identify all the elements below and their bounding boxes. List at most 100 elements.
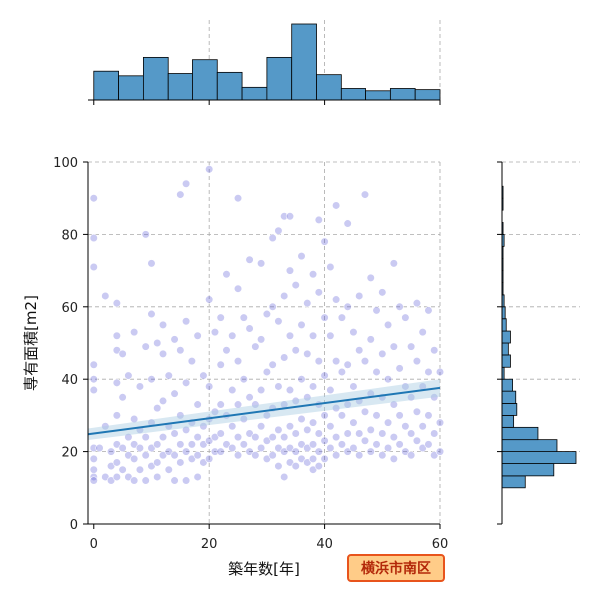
scatter-point — [89, 262, 98, 272]
y-tick-label: 100 — [53, 156, 78, 171]
scatter-point — [233, 400, 243, 409]
scatter-point — [205, 165, 214, 174]
scatter-point — [372, 367, 381, 377]
scatter-point — [251, 342, 260, 351]
scatter-point — [245, 324, 254, 333]
scatter-point — [153, 440, 162, 449]
scatter-point — [147, 443, 156, 453]
x-hist-bar — [167, 73, 193, 101]
y-hist-bar — [501, 439, 558, 452]
scatter-point — [303, 299, 312, 308]
scatter-point — [158, 320, 168, 330]
scatter-point — [320, 436, 329, 445]
scatter-point — [187, 440, 196, 449]
scatter-point — [257, 335, 266, 344]
scatter-point — [124, 433, 133, 442]
scatter-point — [251, 400, 260, 409]
scatter-point — [401, 313, 410, 322]
scatter-point — [424, 411, 433, 420]
scatter-point — [245, 429, 254, 438]
scatter-point — [268, 433, 277, 442]
scatter-point — [326, 422, 335, 431]
scatter-point — [257, 259, 266, 268]
scatter-point — [164, 465, 173, 474]
scatter-point — [176, 411, 185, 420]
y-hist-bar — [501, 403, 518, 416]
scatter-point — [130, 476, 139, 485]
scatter-point — [430, 346, 439, 355]
x-hist-bar — [93, 70, 119, 101]
scatter-point — [112, 411, 121, 420]
scatter-point — [349, 418, 358, 427]
scatter-point — [308, 418, 318, 427]
scatter-point — [372, 411, 381, 420]
scatter-point — [124, 371, 133, 380]
scatter-point — [349, 382, 358, 391]
scatter-point — [303, 349, 312, 358]
scatter-point — [147, 461, 156, 471]
scatter-point — [355, 291, 364, 301]
scatter-point — [170, 429, 179, 438]
x-tick-label: 20 — [201, 537, 218, 552]
scatter-point — [418, 443, 427, 453]
scatter-point — [308, 465, 318, 474]
scatter-point — [164, 447, 173, 456]
scatter-point — [285, 458, 295, 467]
scatter-point — [176, 440, 185, 449]
scatter-point — [89, 385, 98, 395]
scatter-point — [389, 342, 398, 351]
scatter-point — [101, 291, 110, 301]
y-axis-label: 専有面積[m2] — [22, 295, 40, 391]
scatter-point — [130, 328, 139, 337]
scatter-point — [291, 447, 300, 456]
scatter-point — [337, 440, 347, 449]
scatter-point — [153, 404, 162, 413]
x-hist-bar — [192, 59, 218, 101]
scatter-point — [383, 375, 393, 384]
scatter-point — [412, 407, 422, 416]
scatter-point — [326, 331, 335, 340]
scatter-point — [274, 425, 283, 434]
scatter-point — [326, 443, 335, 453]
y-hist-bar — [501, 451, 577, 464]
y-tick-label: 80 — [61, 228, 78, 243]
scatter-point — [205, 436, 214, 445]
scatter-point — [95, 443, 104, 453]
scatter-point — [407, 429, 416, 438]
scatter-point — [268, 451, 277, 460]
y-tick-label: 60 — [61, 301, 78, 316]
scatter-point — [395, 302, 404, 311]
scatter-point — [401, 447, 410, 456]
scatter-point — [332, 433, 341, 442]
y-marginal-histogram — [497, 161, 580, 525]
scatter-point — [141, 433, 150, 442]
scatter-point — [314, 215, 323, 225]
scatter-point — [118, 349, 127, 358]
scatter-point — [89, 360, 98, 369]
scatter-point — [112, 472, 121, 482]
scatter-point — [378, 429, 387, 438]
scatter-point — [147, 375, 156, 384]
scatter-point — [332, 201, 341, 210]
scatter-point — [141, 230, 150, 239]
scatter-point — [303, 443, 312, 453]
scatter-point — [141, 451, 150, 460]
scatter-point — [303, 425, 312, 434]
scatter-point — [181, 378, 191, 387]
scatter-point — [130, 454, 139, 463]
scatter-point — [135, 382, 145, 391]
scatter-point — [210, 407, 220, 416]
scatter-point — [118, 393, 127, 402]
scatter-point — [210, 433, 220, 442]
scatter-point — [233, 357, 243, 366]
scatter-point — [355, 451, 364, 460]
badge-label: 横浜市南区 — [361, 560, 431, 577]
scatter-point — [181, 476, 191, 485]
scatter-point — [245, 393, 254, 402]
scatter-point — [314, 288, 323, 297]
scatter-point — [297, 252, 306, 261]
scatter-point — [193, 400, 202, 409]
regression-line — [87, 386, 441, 436]
scatter-point — [383, 418, 393, 427]
scatter-point — [337, 367, 347, 377]
